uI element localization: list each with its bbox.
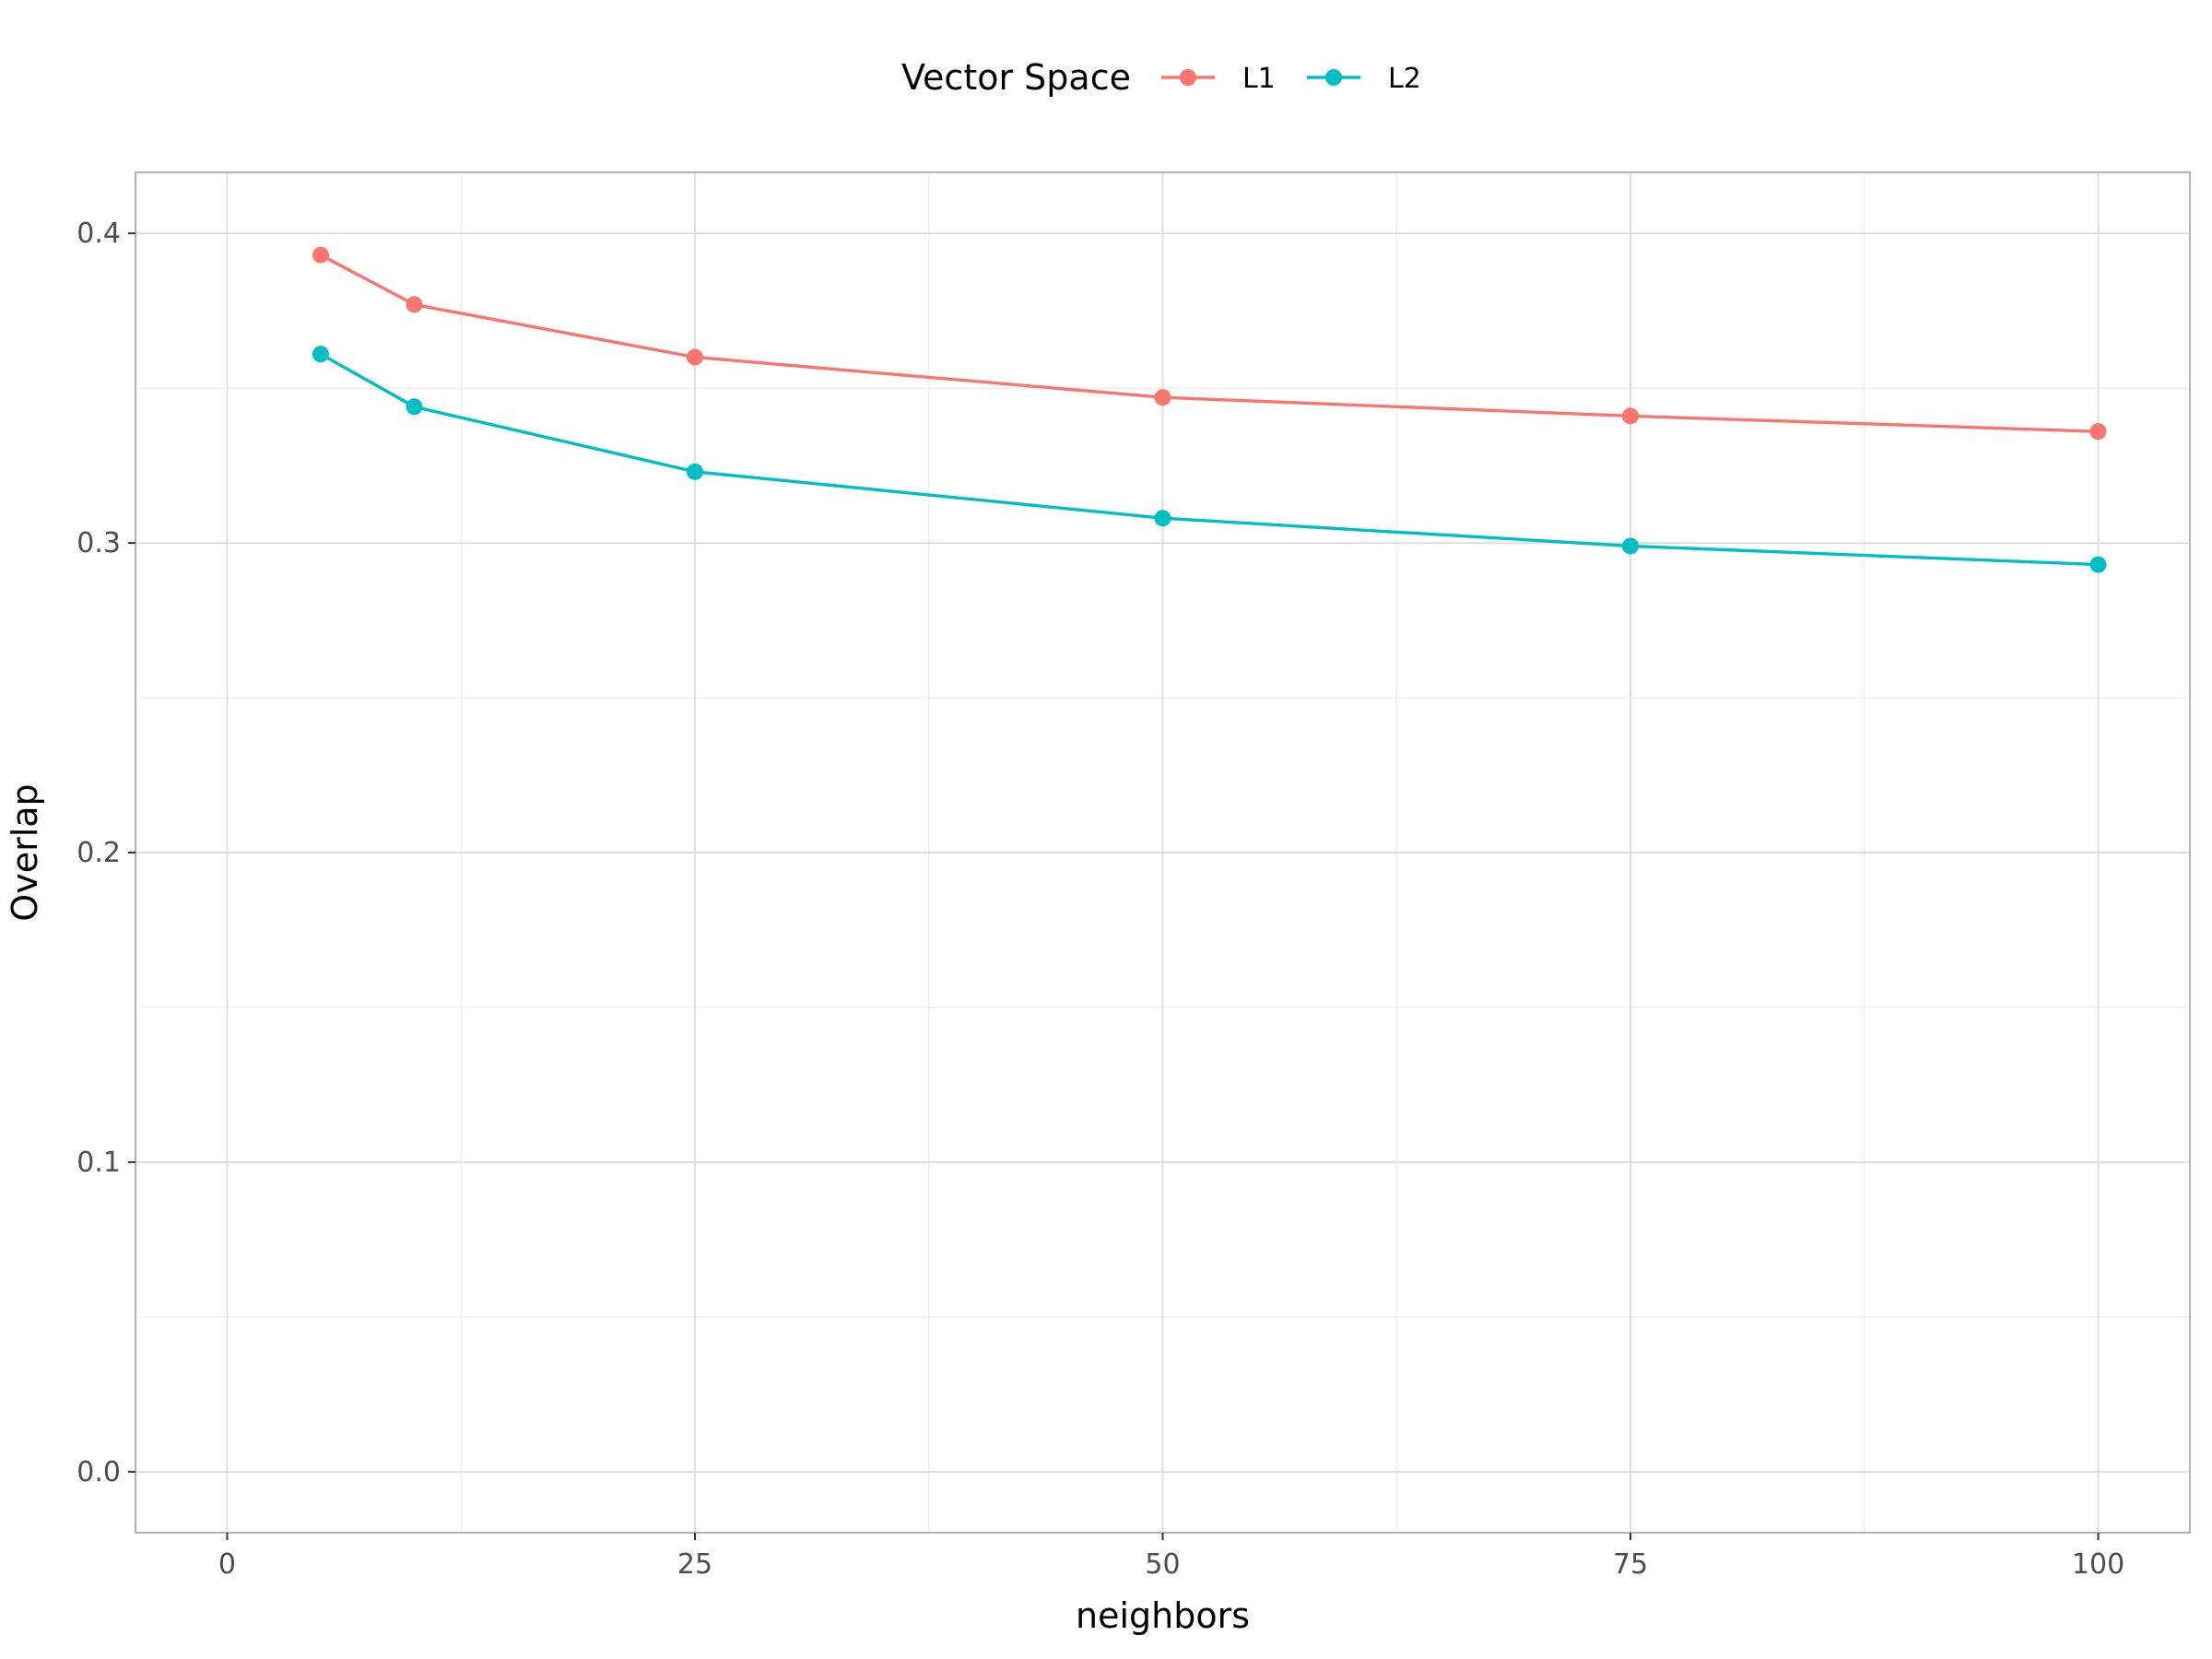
series-line-l1 — [319, 253, 2100, 433]
x-tick-label: 50 — [1145, 1548, 1180, 1581]
legend-label-l2: L2 — [1388, 63, 1421, 95]
data-point-l1 — [406, 296, 423, 313]
x-tick-label: 100 — [2072, 1548, 2124, 1581]
series-line-l2 — [319, 352, 2100, 567]
legend-label-l1: L1 — [1242, 63, 1276, 95]
legend-key-point-l2 — [1325, 69, 1342, 86]
legend-key-point-l1 — [1180, 69, 1196, 86]
data-point-l2 — [406, 398, 423, 416]
x-tick-label: 25 — [677, 1548, 712, 1581]
y-tick-label: 0.3 — [76, 527, 121, 559]
data-point-l1 — [2089, 423, 2107, 441]
data-point-l1 — [1154, 389, 1171, 406]
legend-item-l2: L2 — [1307, 63, 1421, 95]
y-tick-label: 0.2 — [76, 837, 121, 869]
data-point-l2 — [1154, 510, 1171, 527]
legend: Vector Space L1 L2 — [901, 57, 1421, 98]
y-tick-label: 0.1 — [76, 1147, 121, 1179]
x-axis-ticks: 0 25 50 75 100 — [218, 1533, 2124, 1581]
y-axis-ticks: 0.0 0.1 0.2 0.3 0.4 — [76, 218, 135, 1488]
y-tick-label: 0.0 — [76, 1456, 121, 1488]
data-point-l2 — [686, 463, 703, 480]
x-axis-title: neighbors — [1076, 1595, 1250, 1636]
major-gridlines — [135, 172, 2190, 1533]
data-point-l2 — [1622, 537, 1640, 555]
data-point-l1 — [312, 246, 329, 264]
data-point-l2 — [2089, 556, 2107, 573]
data-point-l1 — [1622, 407, 1640, 425]
series-layer — [312, 246, 2107, 573]
legend-title: Vector Space — [901, 57, 1131, 98]
y-tick-label: 0.4 — [76, 218, 121, 250]
x-tick-label: 0 — [218, 1548, 236, 1581]
legend-item-l1: L1 — [1161, 63, 1276, 95]
x-tick-label: 75 — [1613, 1548, 1648, 1581]
data-point-l2 — [312, 346, 329, 363]
data-point-l1 — [686, 348, 703, 366]
y-axis-title: Overlap — [5, 783, 45, 921]
